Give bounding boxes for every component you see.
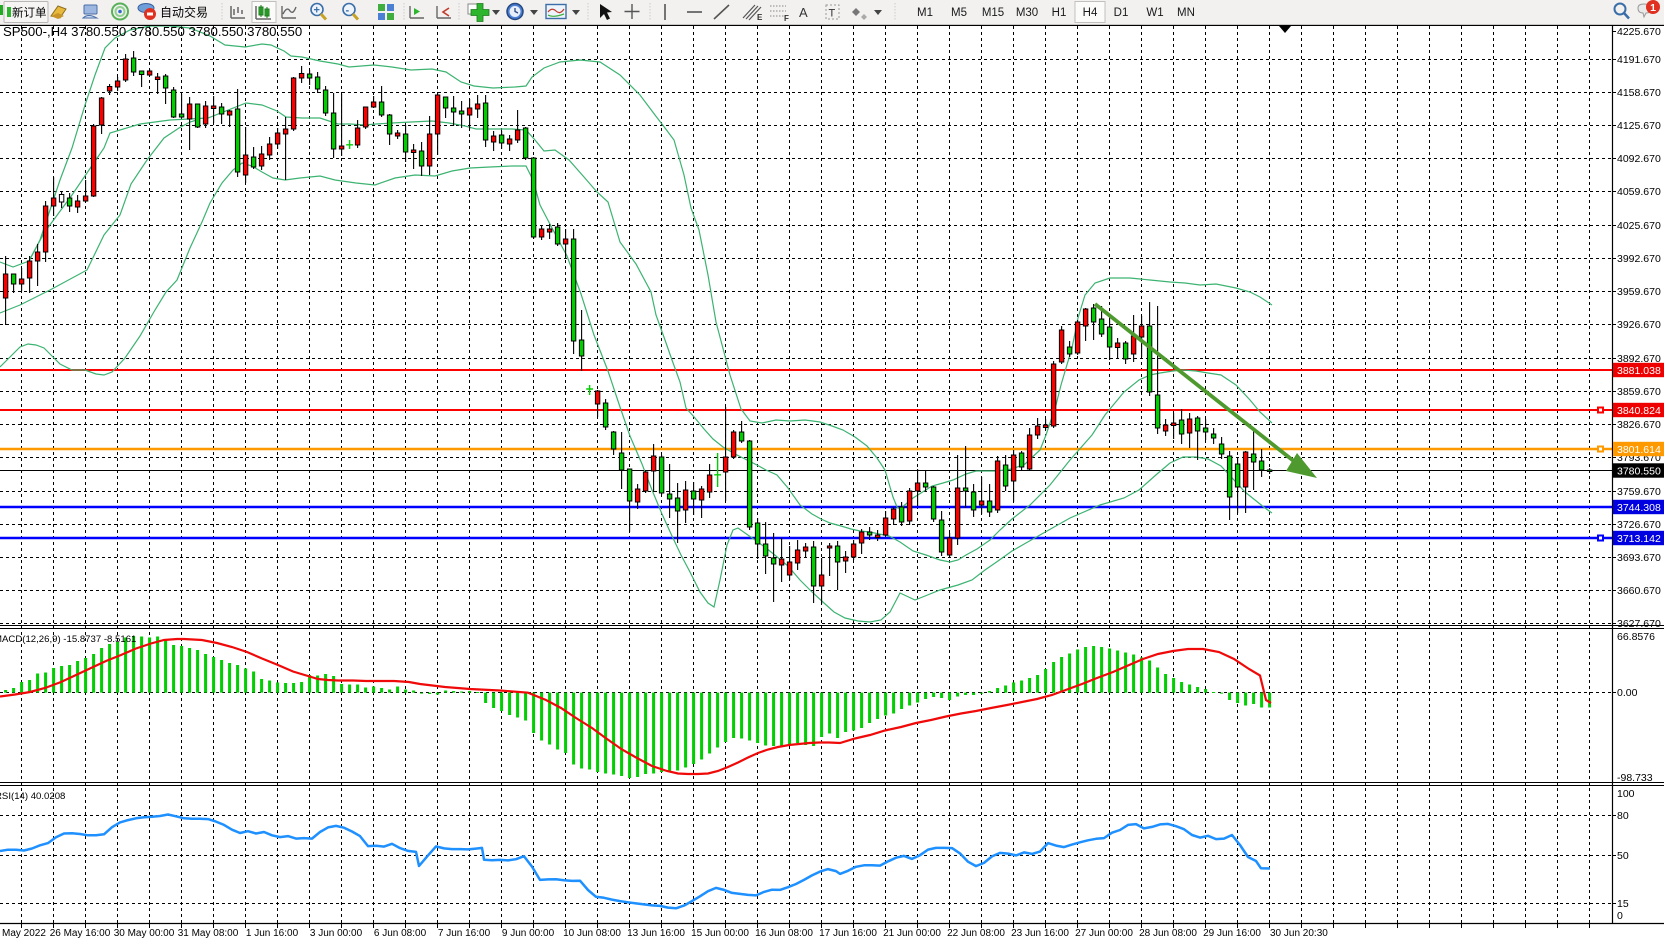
svg-text:3959.670: 3959.670	[1617, 286, 1661, 298]
svg-text:3 Jun 00:00: 3 Jun 00:00	[310, 928, 363, 938]
svg-text:15: 15	[1617, 898, 1629, 910]
svg-text:4125.670: 4125.670	[1617, 120, 1661, 132]
svg-text:3627.670: 3627.670	[1617, 618, 1661, 630]
svg-text:M15: M15	[982, 7, 1004, 19]
svg-text:4025.670: 4025.670	[1617, 220, 1661, 232]
svg-text:3926.670: 3926.670	[1617, 319, 1661, 331]
svg-text:3660.670: 3660.670	[1617, 585, 1661, 597]
svg-text:M5: M5	[951, 7, 967, 19]
svg-text:D1: D1	[1114, 7, 1129, 19]
svg-text:4092.670: 4092.670	[1617, 153, 1661, 165]
svg-text:4191.670: 4191.670	[1617, 54, 1661, 66]
svg-text:22 Jun 08:00: 22 Jun 08:00	[947, 928, 1005, 938]
svg-text:50: 50	[1617, 850, 1629, 862]
svg-text:9 Jun 00:00: 9 Jun 00:00	[502, 928, 555, 938]
svg-text:F: F	[784, 14, 789, 23]
svg-text:27 Jun 00:00: 27 Jun 00:00	[1075, 928, 1133, 938]
svg-text:3881.038: 3881.038	[1617, 365, 1661, 377]
svg-text:MN: MN	[1177, 7, 1195, 19]
svg-text:3744.308: 3744.308	[1617, 502, 1661, 514]
svg-text:H4: H4	[1083, 7, 1098, 19]
svg-text:10 Jun 08:00: 10 Jun 08:00	[563, 928, 621, 938]
svg-text:30 Jun 20:30: 30 Jun 20:30	[1270, 928, 1328, 938]
svg-text:4059.670: 4059.670	[1617, 186, 1661, 198]
svg-text:17 Jun 16:00: 17 Jun 16:00	[819, 928, 877, 938]
svg-text:新订单: 新订单	[12, 6, 47, 20]
svg-text:1: 1	[1650, 2, 1656, 14]
svg-text:16 Jun 08:00: 16 Jun 08:00	[755, 928, 813, 938]
svg-text:W1: W1	[1146, 7, 1163, 19]
svg-text:4158.670: 4158.670	[1617, 87, 1661, 99]
svg-text:3726.670: 3726.670	[1617, 519, 1661, 531]
svg-text:M1: M1	[917, 7, 933, 19]
svg-text:May 2022: May 2022	[2, 928, 46, 938]
svg-text:-: -	[346, 5, 350, 17]
svg-text:M30: M30	[1016, 7, 1038, 19]
svg-text:3759.670: 3759.670	[1617, 486, 1661, 498]
svg-text:31 May 08:00: 31 May 08:00	[178, 928, 239, 938]
svg-text:21 Jun 00:00: 21 Jun 00:00	[883, 928, 941, 938]
svg-text:3713.142: 3713.142	[1617, 533, 1661, 545]
svg-text:3693.670: 3693.670	[1617, 552, 1661, 564]
svg-text:RSI(14) 40.0208: RSI(14) 40.0208	[0, 791, 65, 802]
svg-text:A: A	[799, 5, 808, 20]
svg-text:H1: H1	[1052, 7, 1067, 19]
svg-text:28 Jun 08:00: 28 Jun 08:00	[1139, 928, 1197, 938]
svg-text:7 Jun 16:00: 7 Jun 16:00	[438, 928, 491, 938]
svg-text:SP500-,H4 3780.550 3780.550 37: SP500-,H4 3780.550 3780.550 3780.550 378…	[3, 24, 302, 39]
svg-text:13 Jun 16:00: 13 Jun 16:00	[627, 928, 685, 938]
svg-text:66.8576: 66.8576	[1617, 631, 1655, 643]
svg-text:23 Jun 16:00: 23 Jun 16:00	[1011, 928, 1069, 938]
svg-text:15 Jun 00:00: 15 Jun 00:00	[691, 928, 749, 938]
svg-text:100: 100	[1617, 788, 1635, 800]
svg-text:T: T	[829, 8, 836, 20]
svg-text:E: E	[757, 13, 763, 22]
svg-text:30 May 00:00: 30 May 00:00	[114, 928, 175, 938]
svg-text:3840.824: 3840.824	[1617, 405, 1661, 417]
svg-text:0: 0	[1617, 910, 1623, 922]
svg-text:3892.670: 3892.670	[1617, 353, 1661, 365]
svg-text:3826.670: 3826.670	[1617, 419, 1661, 431]
svg-text:3801.614: 3801.614	[1617, 444, 1661, 456]
svg-text:6 Jun 08:00: 6 Jun 08:00	[374, 928, 427, 938]
svg-text:+: +	[314, 5, 320, 17]
svg-text:3859.670: 3859.670	[1617, 386, 1661, 398]
svg-text:29 Jun 16:00: 29 Jun 16:00	[1203, 928, 1261, 938]
svg-text:自动交易: 自动交易	[160, 5, 208, 20]
svg-text:3992.670: 3992.670	[1617, 253, 1661, 265]
svg-text:0.00: 0.00	[1617, 687, 1638, 699]
svg-text:1 Jun 16:00: 1 Jun 16:00	[246, 928, 299, 938]
svg-text:80: 80	[1617, 810, 1629, 822]
svg-text:3780.550: 3780.550	[1617, 466, 1661, 478]
svg-text:-98.733: -98.733	[1617, 772, 1653, 784]
svg-text:4225.670: 4225.670	[1617, 26, 1661, 38]
svg-text:26 May 16:00: 26 May 16:00	[50, 928, 111, 938]
svg-text:MACD(12,26,9) -15.8737 -8.5161: MACD(12,26,9) -15.8737 -8.5161	[0, 634, 136, 645]
